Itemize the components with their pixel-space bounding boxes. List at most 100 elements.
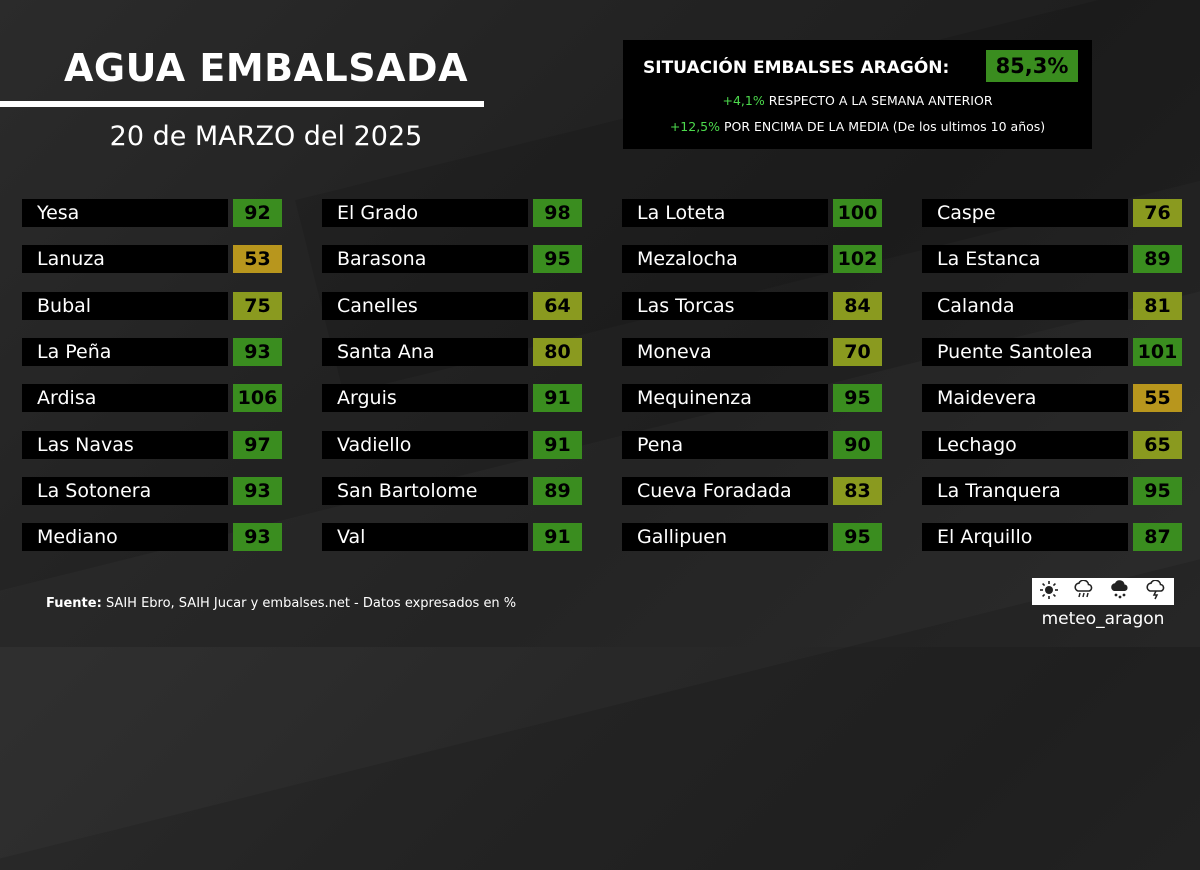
reservoir-row: Val 91 — [322, 523, 582, 551]
reservoir-name: Mequinenza — [622, 384, 828, 412]
reservoir-percent: 98 — [533, 199, 582, 227]
brand-name: meteo_aragon — [1041, 609, 1165, 629]
reservoir-percent: 80 — [533, 338, 582, 366]
reservoir-name: Puente Santolea — [922, 338, 1128, 366]
reservoir-row: La Estanca 89 — [922, 245, 1182, 273]
reservoir-row: Pena 90 — [622, 431, 882, 459]
reservoir-name: Val — [322, 523, 528, 551]
reservoir-row: Lanuza 53 — [22, 245, 282, 273]
reservoir-row: Mediano 93 — [22, 523, 282, 551]
reservoir-name: La Loteta — [622, 199, 828, 227]
reservoir-row: Moneva 70 — [622, 338, 882, 366]
weekly-change-text: RESPECTO A LA SEMANA ANTERIOR — [768, 93, 993, 108]
reservoir-name: Ardisa — [22, 384, 228, 412]
reservoir-percent: 64 — [533, 292, 582, 320]
reservoir-percent: 75 — [233, 292, 282, 320]
reservoir-row: Las Torcas 84 — [622, 292, 882, 320]
reservoir-percent: 106 — [233, 384, 282, 412]
sun-icon — [1039, 580, 1059, 604]
reservoir-percent: 83 — [833, 477, 882, 505]
reservoir-row: Barasona 95 — [322, 245, 582, 273]
reservoir-percent: 89 — [1133, 245, 1182, 273]
brand-weather-icons — [1032, 578, 1174, 605]
reservoir-name: La Sotonera — [22, 477, 228, 505]
reservoir-percent: 90 — [833, 431, 882, 459]
reservoir-row: Arguis 91 — [322, 384, 582, 412]
source-text: SAIH Ebro, SAIH Jucar y embalses.net - D… — [105, 596, 517, 611]
reservoir-row: La Peña 93 — [22, 338, 282, 366]
reservoir-name: Yesa — [22, 199, 228, 227]
reservoir-name: Gallipuen — [622, 523, 828, 551]
reservoir-name: La Tranquera — [922, 477, 1128, 505]
reservoir-name: Arguis — [322, 384, 528, 412]
weekly-change-value: +4,1% — [722, 93, 765, 108]
reservoir-percent: 55 — [1133, 384, 1182, 412]
snow-cloud-icon — [1109, 579, 1131, 604]
reservoir-row: La Tranquera 95 — [922, 477, 1182, 505]
reservoir-percent: 91 — [533, 384, 582, 412]
reservoir-name: Lechago — [922, 431, 1128, 459]
source-label: Fuente: — [46, 596, 102, 611]
title-underline — [0, 101, 484, 107]
average-change-value: +12,5% — [669, 119, 721, 134]
reservoir-percent: 70 — [833, 338, 882, 366]
reservoir-percent: 92 — [233, 199, 282, 227]
summary-percent-badge: 85,3% — [986, 50, 1078, 82]
reservoir-row: La Sotonera 93 — [22, 477, 282, 505]
reservoir-name: El Grado — [322, 199, 528, 227]
reservoir-percent: 84 — [833, 292, 882, 320]
reservoir-percent: 93 — [233, 338, 282, 366]
summary-box: SITUACIÓN EMBALSES ARAGÓN: 85,3% +4,1% R… — [623, 40, 1092, 149]
reservoir-name: Cueva Foradada — [622, 477, 828, 505]
reservoir-name: Las Navas — [22, 431, 228, 459]
reservoir-percent: 97 — [233, 431, 282, 459]
reservoir-percent: 81 — [1133, 292, 1182, 320]
reservoir-percent: 89 — [533, 477, 582, 505]
reservoir-row: El Arquillo 87 — [922, 523, 1182, 551]
reservoir-row: Las Navas 97 — [22, 431, 282, 459]
reservoir-name: Maidevera — [922, 384, 1128, 412]
reservoir-percent: 65 — [1133, 431, 1182, 459]
reservoir-row: Maidevera 55 — [922, 384, 1182, 412]
reservoir-name: Bubal — [22, 292, 228, 320]
reservoir-name: Caspe — [922, 199, 1128, 227]
reservoir-row: La Loteta 100 — [622, 199, 882, 227]
summary-label: SITUACIÓN EMBALSES ARAGÓN: — [643, 58, 950, 78]
reservoir-percent: 76 — [1133, 199, 1182, 227]
reservoir-name: La Estanca — [922, 245, 1128, 273]
reservoir-percent: 93 — [233, 477, 282, 505]
reservoir-name: Mezalocha — [622, 245, 828, 273]
average-change-line: +12,5% POR ENCIMA DE LA MEDIA (De los ul… — [623, 118, 1092, 136]
reservoir-name: Canelles — [322, 292, 528, 320]
reservoir-name: El Arquillo — [922, 523, 1128, 551]
reservoir-percent: 95 — [1133, 477, 1182, 505]
reservoir-percent: 100 — [833, 199, 882, 227]
reservoir-row: Mequinenza 95 — [622, 384, 882, 412]
reservoir-row: El Grado 98 — [322, 199, 582, 227]
source-footer: Fuente: SAIH Ebro, SAIH Jucar y embalses… — [46, 594, 516, 614]
reservoir-name: San Bartolome — [322, 477, 528, 505]
reservoir-percent: 93 — [233, 523, 282, 551]
reservoir-percent: 101 — [1133, 338, 1182, 366]
reservoir-name: La Peña — [22, 338, 228, 366]
reservoir-row: Ardisa 106 — [22, 384, 282, 412]
reservoir-row: Mezalocha 102 — [622, 245, 882, 273]
page-title: AGUA EMBALSADA — [63, 46, 468, 90]
reservoir-name: Barasona — [322, 245, 528, 273]
reservoir-row: Bubal 75 — [22, 292, 282, 320]
reservoir-row: Gallipuen 95 — [622, 523, 882, 551]
reservoir-name: Calanda — [922, 292, 1128, 320]
reservoir-name: Moneva — [622, 338, 828, 366]
reservoir-percent: 91 — [533, 431, 582, 459]
reservoir-row: San Bartolome 89 — [322, 477, 582, 505]
reservoir-row: Calanda 81 — [922, 292, 1182, 320]
reservoir-row: Santa Ana 80 — [322, 338, 582, 366]
reservoir-percent: 102 — [833, 245, 882, 273]
reservoir-percent: 87 — [1133, 523, 1182, 551]
reservoir-percent: 95 — [833, 384, 882, 412]
average-change-text: POR ENCIMA DE LA MEDIA (De los ultimos 1… — [724, 119, 1046, 134]
reservoir-percent: 53 — [233, 245, 282, 273]
reservoir-name: Lanuza — [22, 245, 228, 273]
rain-cloud-icon — [1073, 578, 1095, 604]
reservoir-name: Las Torcas — [622, 292, 828, 320]
